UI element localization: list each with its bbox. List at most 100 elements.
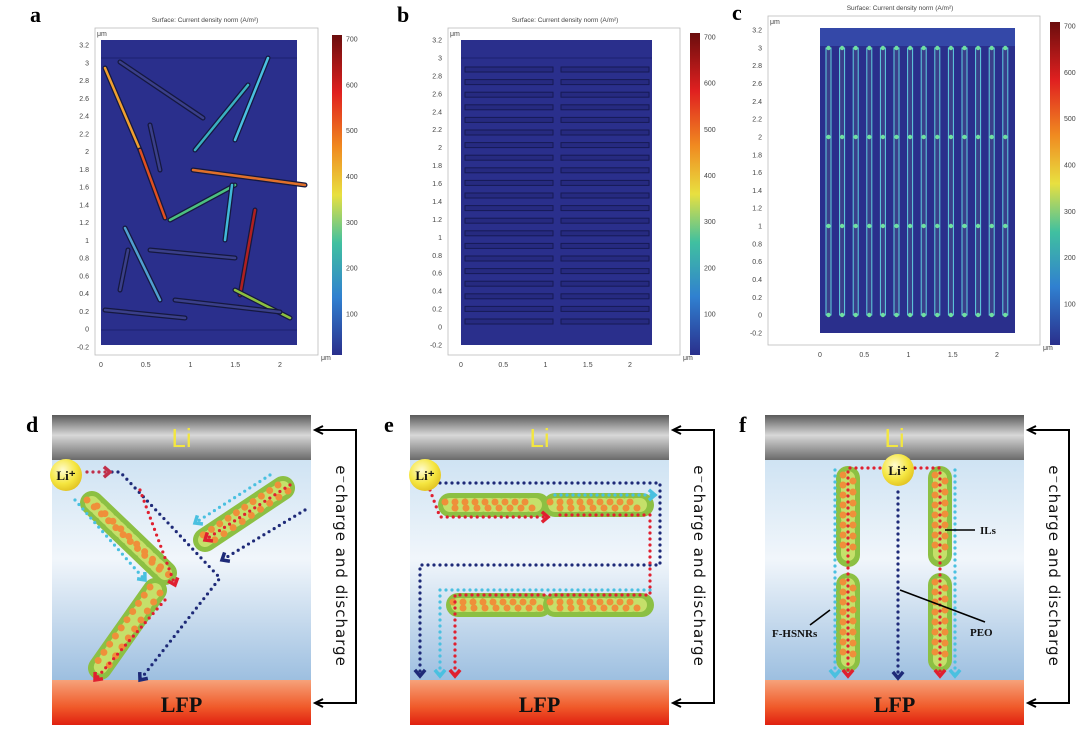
plot-panel-c: c Surface: Current density norm (A/m²) μm μ…: [732, 0, 1076, 359]
nanorod: [464, 129, 554, 136]
hotspot: [921, 312, 926, 318]
nanorod-particles: [83, 496, 164, 574]
hotspot: [948, 45, 954, 51]
nanorod: [191, 168, 307, 187]
y-tick-label: 2: [758, 134, 762, 141]
arrowhead-icon: [948, 668, 962, 679]
nanorod: [560, 230, 650, 237]
arrowhead-icon: [219, 551, 231, 563]
y-tick-label: 3.2: [432, 38, 442, 45]
nanorod: [238, 208, 257, 297]
nanorod: [560, 268, 650, 275]
nanorod: [560, 305, 650, 312]
y-tick-label: 1.2: [79, 220, 89, 227]
y-tick-label: 0.2: [79, 309, 89, 316]
colorbar: [690, 33, 700, 355]
nanorod: [560, 255, 650, 262]
nanorod: [464, 255, 554, 262]
y-tick-label: 3: [85, 60, 89, 67]
hotspot: [867, 45, 872, 51]
ion-path: [220, 508, 307, 562]
anode-label: Li: [529, 423, 549, 453]
y-tick-label: 0.6: [752, 259, 762, 266]
lfp-cathode: [410, 680, 669, 725]
nanorod: [233, 56, 270, 142]
y-tick-label: 1: [758, 224, 762, 231]
hotspot: [962, 223, 967, 229]
nanorod: [907, 47, 914, 316]
nanorod: [961, 47, 968, 316]
nanorod-texture: [93, 583, 162, 675]
nanorod: [825, 47, 832, 316]
y-tick-label: 0.4: [752, 277, 762, 284]
panel-label: e: [384, 412, 394, 437]
nanorod: [934, 47, 941, 316]
hotspot: [948, 312, 954, 318]
y-tick-label: 0.4: [432, 289, 442, 296]
y-tick-label: -0.2: [430, 343, 442, 350]
colorbar-tick-label: 500: [346, 128, 358, 135]
circuit-label: e⁻charge and discharge: [690, 465, 708, 667]
arrowhead-icon: [312, 425, 324, 435]
nanorod: [464, 179, 554, 186]
hotspot: [962, 45, 967, 51]
y-tick-label: 1: [438, 235, 442, 242]
arrowhead-icon: [448, 668, 462, 679]
y-tick-label: 2: [85, 149, 89, 156]
nanorod: [464, 91, 554, 98]
colorbar-tick-label: 100: [1064, 302, 1076, 309]
nanorod: [560, 142, 650, 149]
y-tick-label: 2: [438, 145, 442, 152]
nanorod: [464, 66, 554, 73]
x-unit: μm: [1043, 345, 1053, 352]
y-unit: μm: [450, 31, 460, 38]
colorbar-tick-label: 600: [704, 81, 716, 88]
plot-title: Surface: Current density norm (A/m²): [152, 17, 259, 24]
y-tick-label: 2.6: [432, 91, 442, 98]
y-tick-label: 2.2: [432, 127, 442, 134]
hotspot: [962, 312, 967, 318]
plot-panel-b: b Surface: Current density norm (A/m²) μm μ…: [397, 2, 716, 369]
hotspot: [894, 223, 899, 229]
nanorod: [173, 298, 282, 314]
hotspot: [962, 134, 967, 140]
y-tick-label: 2.6: [752, 81, 762, 88]
hotspot: [1003, 223, 1008, 229]
y-tick-label: 1.4: [752, 188, 762, 195]
li-ion-label: Li⁺: [415, 468, 434, 483]
nanorod: [839, 47, 846, 316]
nanorod: [560, 318, 650, 325]
y-tick-label: 1.2: [752, 206, 762, 213]
colorbar: [1050, 22, 1060, 345]
ion-path: [73, 498, 147, 582]
y-tick-label: 2.8: [752, 63, 762, 70]
arrowhead-icon: [93, 671, 104, 683]
nanorod: [464, 280, 554, 287]
li-ion-label: Li⁺: [888, 463, 907, 478]
nanorod: [560, 192, 650, 199]
y-tick-label: 1.8: [752, 152, 762, 159]
hotspot: [880, 45, 886, 51]
y-tick-label: 2.4: [432, 109, 442, 116]
nanorod: [464, 154, 554, 161]
diagram-panel-f: f Li LFP e⁻charge and discharge ILs F-HSNRs PE…: [739, 412, 1070, 725]
nanorod: [560, 217, 650, 224]
y-tick-label: 0: [758, 313, 762, 320]
y-tick-label: 1.8: [79, 167, 89, 174]
y-tick-label: 0.8: [432, 253, 442, 260]
arrowhead-icon: [670, 698, 682, 708]
anode-label: Li: [884, 423, 904, 453]
hotspot: [989, 223, 994, 229]
nanorod: [103, 308, 187, 320]
nanorod: [464, 217, 554, 224]
diagram-panel-d: d Li LFP e⁻charge and discharge Li⁺: [26, 412, 357, 725]
plot-title: Surface: Current density norm (A/m²): [512, 17, 619, 24]
hotspot: [1003, 312, 1008, 318]
fhsnrs-label: F-HSNRs: [772, 628, 818, 640]
nanorod: [464, 192, 554, 199]
ion-path: [913, 466, 942, 678]
anode-label: Li: [171, 423, 191, 453]
hotspot: [975, 312, 981, 318]
hotspot: [839, 223, 845, 229]
y-tick-label: 0.2: [432, 307, 442, 314]
